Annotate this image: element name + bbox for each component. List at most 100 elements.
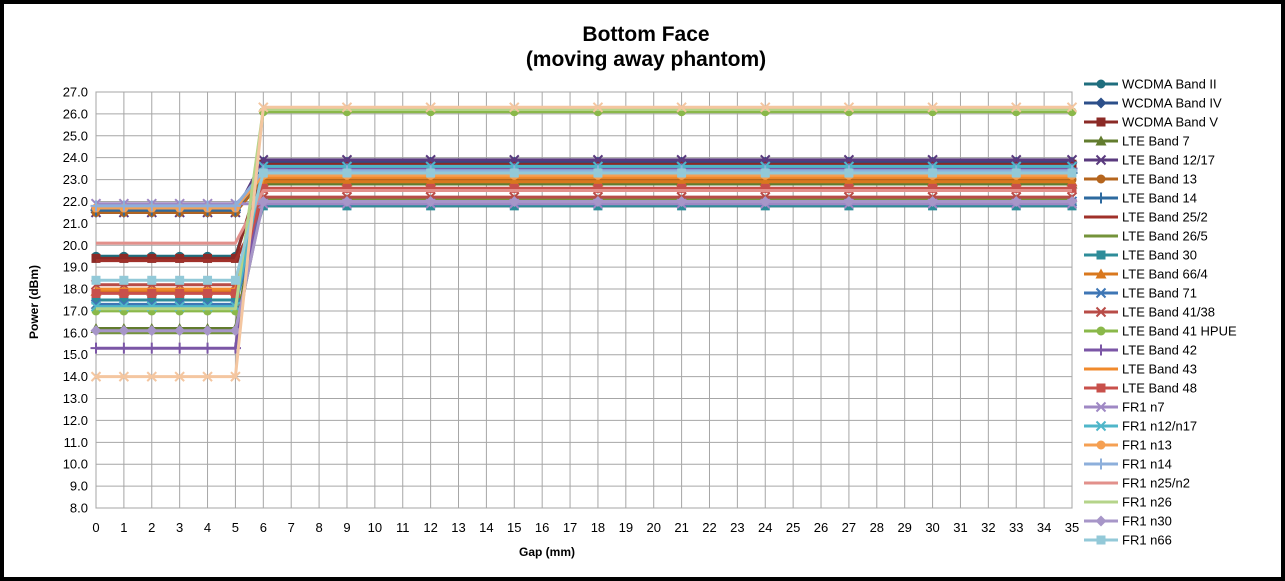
data-point	[1067, 183, 1077, 193]
legend-marker	[1096, 440, 1106, 450]
data-point	[119, 288, 129, 298]
x-tick-label: 20	[646, 520, 660, 535]
data-point	[119, 253, 129, 263]
data-point	[676, 102, 687, 113]
data-point	[230, 275, 240, 285]
x-axis-title: Gap (mm)	[519, 545, 575, 559]
x-tick-label: 25	[786, 520, 800, 535]
data-point	[677, 183, 687, 193]
data-point	[927, 195, 939, 207]
legend-marker	[1096, 117, 1106, 127]
legend-marker	[1095, 344, 1107, 356]
legend-label: LTE Band 41 HPUE	[1122, 324, 1237, 339]
data-point	[426, 168, 436, 178]
legend-label: WCDMA Band II	[1122, 77, 1217, 92]
x-tick-label: 13	[451, 520, 465, 535]
legend-label: FR1 n30	[1122, 514, 1172, 529]
series-16	[91, 183, 1077, 298]
x-tick-label: 8	[315, 520, 322, 535]
x-tick-label: 23	[730, 520, 744, 535]
data-point	[593, 183, 603, 193]
legend-item: FR1 n26	[1084, 495, 1172, 510]
data-point	[1067, 168, 1077, 178]
legend-item: LTE Band 43	[1084, 362, 1197, 377]
x-tick-label: 15	[507, 520, 521, 535]
x-tick-label: 22	[702, 520, 716, 535]
data-point	[203, 288, 213, 298]
data-point	[175, 295, 185, 305]
data-point	[425, 195, 437, 207]
x-tick-label: 32	[981, 520, 995, 535]
legend-marker	[1095, 458, 1107, 470]
legend: WCDMA Band II WCDMA Band IV WCDMA Band V LT…	[1084, 77, 1237, 548]
line-chart: Bottom Face (moving away phantom) 8.0 9.0…	[27, 23, 1237, 559]
y-tick-label: 20.0	[63, 238, 88, 253]
data-point	[90, 325, 102, 337]
x-tick-label: 2	[148, 520, 155, 535]
data-point	[593, 168, 603, 178]
data-point	[759, 176, 771, 187]
data-point	[175, 275, 185, 285]
legend-label: LTE Band 26/5	[1122, 229, 1208, 244]
x-axis-ticks: 0 1 2 3 4 5 6 7 8 9 10 11 12 13 14 15 16 17 18 19 20 21 22 23 24…	[92, 520, 1079, 535]
data-point	[147, 288, 157, 298]
y-tick-label: 25.0	[63, 128, 88, 143]
series-line	[96, 189, 1072, 245]
data-point	[759, 195, 771, 207]
data-point	[174, 200, 186, 212]
data-point	[175, 253, 185, 263]
legend-item: WCDMA Band II	[1084, 77, 1217, 92]
legend-label: FR1 n26	[1122, 495, 1172, 510]
y-tick-label: 21.0	[63, 216, 88, 231]
data-point	[229, 325, 241, 337]
legend-label: WCDMA Band IV	[1122, 96, 1222, 111]
data-point	[844, 183, 854, 193]
data-point	[203, 253, 213, 263]
data-point	[509, 168, 519, 178]
data-point	[760, 168, 770, 178]
data-point	[927, 176, 939, 187]
data-point	[90, 200, 102, 212]
data-point	[341, 176, 353, 187]
data-point	[118, 200, 130, 212]
data-point	[425, 102, 436, 113]
y-tick-label: 19.0	[63, 260, 88, 275]
data-point	[341, 102, 353, 113]
data-point	[174, 325, 186, 337]
legend-label: LTE Band 14	[1122, 191, 1197, 206]
data-point	[1010, 176, 1022, 187]
legend-item: FR1 n13	[1084, 438, 1172, 453]
legend-label: FR1 n25/n2	[1122, 476, 1190, 491]
x-tick-label: 7	[288, 520, 295, 535]
chart-subtitle: (moving away phantom)	[526, 48, 766, 71]
data-point	[342, 183, 352, 193]
data-point	[843, 195, 855, 207]
data-point	[146, 342, 158, 354]
data-point	[147, 253, 157, 263]
legend-label: FR1 n14	[1122, 457, 1172, 472]
legend-item: LTE Band 41 HPUE	[1084, 324, 1237, 339]
legend-marker	[1095, 268, 1107, 279]
y-tick-label: 23.0	[63, 172, 88, 187]
data-point	[928, 183, 938, 193]
legend-marker	[1095, 287, 1107, 299]
data-point	[508, 195, 520, 207]
y-tick-label: 17.0	[63, 303, 88, 318]
data-point	[927, 102, 938, 113]
x-tick-label: 1	[120, 520, 127, 535]
data-point	[146, 325, 158, 337]
data-point	[258, 168, 268, 178]
data-point	[91, 275, 101, 285]
y-tick-label: 22.0	[63, 194, 88, 209]
y-tick-label: 14.0	[63, 369, 88, 384]
legend-marker	[1096, 535, 1106, 545]
legend-item: LTE Band 14	[1084, 191, 1197, 206]
y-tick-label: 8.0	[70, 501, 88, 516]
data-point	[341, 195, 353, 207]
data-point	[202, 200, 214, 212]
legend-label: LTE Band 30	[1122, 248, 1197, 263]
legend-marker	[1096, 326, 1106, 336]
data-point	[592, 102, 604, 113]
y-axis-ticks: 8.0 9.0 10.0 11.0 12.0 13.0 14.0 15.0 16.0 17.0 18…	[63, 85, 88, 516]
x-tick-label: 9	[343, 520, 350, 535]
